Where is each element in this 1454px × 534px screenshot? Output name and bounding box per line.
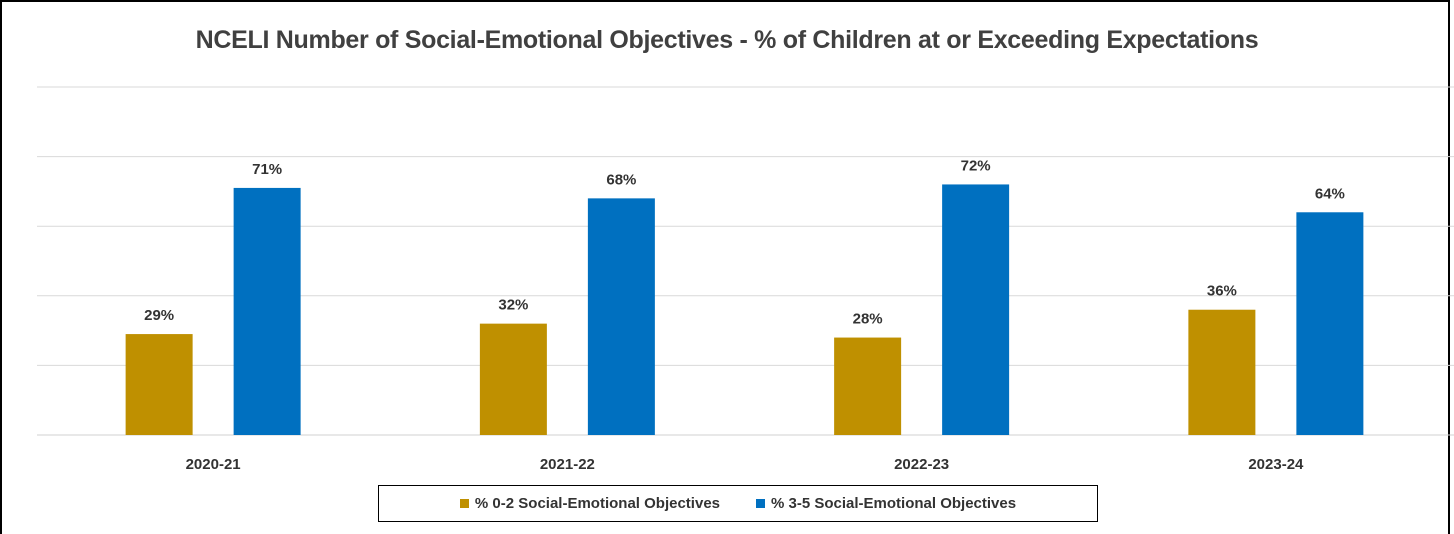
chart-legend: % 0-2 Social-Emotional Objectives % 3-5 … (378, 485, 1098, 522)
bar-2023-24-series-0 (1188, 309, 1256, 435)
bar-2021-22-series-1 (587, 198, 655, 435)
x-tick-label: 2023-24 (1248, 456, 1304, 473)
legend-label-3-5: % 3-5 Social-Emotional Objectives (771, 495, 1017, 512)
legend-label-0-2: % 0-2 Social-Emotional Objectives (474, 495, 720, 512)
data-label-2020-21-series-1: 71% (252, 161, 282, 178)
legend-swatch-0-2 (459, 499, 469, 508)
x-tick-label: 2020-21 (186, 456, 241, 473)
chart-title: NCELI Number of Social-Emotional Objecti… (195, 26, 1259, 54)
legend-swatch-3-5 (756, 499, 765, 508)
legend-item-0-2: % 0-2 Social-Emotional Objectives (459, 495, 720, 512)
data-label-2021-22-series-1: 68% (606, 171, 636, 188)
x-tick-label: 2022-23 (894, 456, 949, 473)
legend-item-3-5: % 3-5 Social-Emotional Objectives (756, 495, 1016, 512)
data-label-2023-24-series-1: 64% (1315, 185, 1345, 202)
bar-2020-21-series-1 (233, 187, 301, 435)
data-label-2021-22-series-0: 32% (498, 297, 528, 314)
data-label-2022-23-series-1: 72% (961, 157, 991, 174)
data-label-2022-23-series-0: 28% (853, 311, 883, 328)
bar-2020-21-series-0 (125, 334, 193, 435)
bar-2022-23-series-0 (834, 337, 902, 435)
data-label-2023-24-series-0: 36% (1207, 283, 1237, 300)
data-label-2020-21-series-0: 29% (144, 307, 174, 324)
bar-2022-23-series-1 (942, 184, 1010, 435)
bar-2021-22-series-0 (479, 323, 547, 435)
bar-2023-24-series-1 (1296, 212, 1364, 435)
x-tick-label: 2021-22 (540, 456, 595, 473)
